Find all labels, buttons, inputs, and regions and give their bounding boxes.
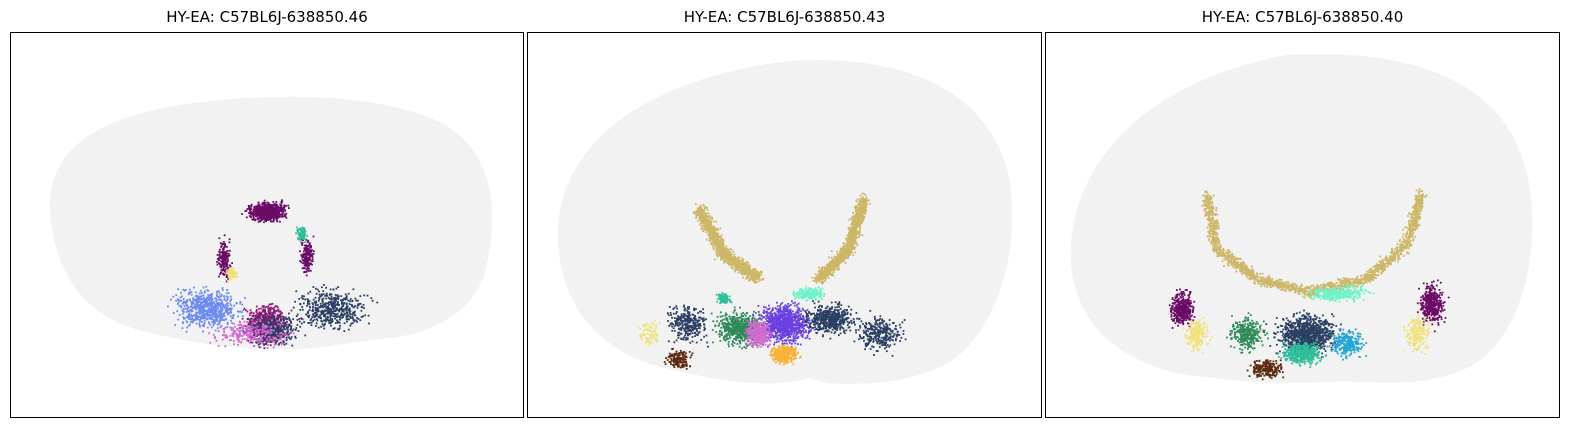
panel-2: HY-EA: C57BL6J-638850.43: [527, 0, 1042, 427]
cluster-yellow-left: [1182, 317, 1213, 355]
cluster-violet: [752, 300, 819, 348]
cluster-purple-right: [1416, 279, 1450, 333]
cluster-yellow: [637, 319, 661, 347]
cluster-purple-right: [299, 235, 315, 277]
panel-1-title: HY-EA: C57BL6J-638850.46: [166, 8, 368, 26]
panel-1-plot: [10, 32, 524, 418]
cluster-tan-right: [811, 192, 871, 285]
panel-3-title: HY-EA: C57BL6J-638850.40: [1201, 8, 1404, 26]
cluster-pink: [744, 317, 774, 349]
panel-2-plot: [527, 32, 1042, 418]
cluster-navy-right: [848, 310, 907, 357]
cluster-blue: [167, 285, 246, 333]
brain-section-outline: [49, 96, 493, 350]
cluster-navy-left: [666, 304, 709, 348]
panel-3-scatter: [1070, 54, 1533, 383]
cluster-orange: [769, 344, 802, 366]
cluster-purple: [241, 199, 290, 224]
brain-section-outline: [557, 59, 1013, 384]
cluster-brown: [663, 347, 694, 370]
panel-1: HY-EA: C57BL6J-638850.46: [10, 0, 524, 427]
panel-3-plot: [1045, 32, 1560, 418]
cluster-navy: [800, 300, 860, 340]
cluster-green: [1226, 312, 1269, 354]
panel-2-scatter: [557, 59, 1013, 384]
cluster-purple-left: [1168, 288, 1196, 329]
cluster-yellow-right: [1402, 313, 1431, 355]
cluster-aquamarine: [792, 285, 826, 302]
panel-2-title: HY-EA: C57BL6J-638850.43: [683, 8, 886, 26]
cluster-navy: [288, 284, 379, 332]
cluster-aquamarine: [1302, 283, 1375, 303]
cluster-brown: [1246, 359, 1285, 381]
cluster-pink: [206, 318, 305, 349]
cluster-teal: [295, 226, 308, 243]
cluster-cyan: [1326, 328, 1368, 361]
cluster-teal: [1277, 337, 1328, 369]
cluster-tan-left: [692, 203, 765, 284]
cluster-teal: [715, 292, 733, 305]
panel-1-scatter: [49, 96, 493, 350]
panel-3: HY-EA: C57BL6J-638850.40: [1045, 0, 1560, 427]
cluster-yellow: [225, 267, 239, 282]
